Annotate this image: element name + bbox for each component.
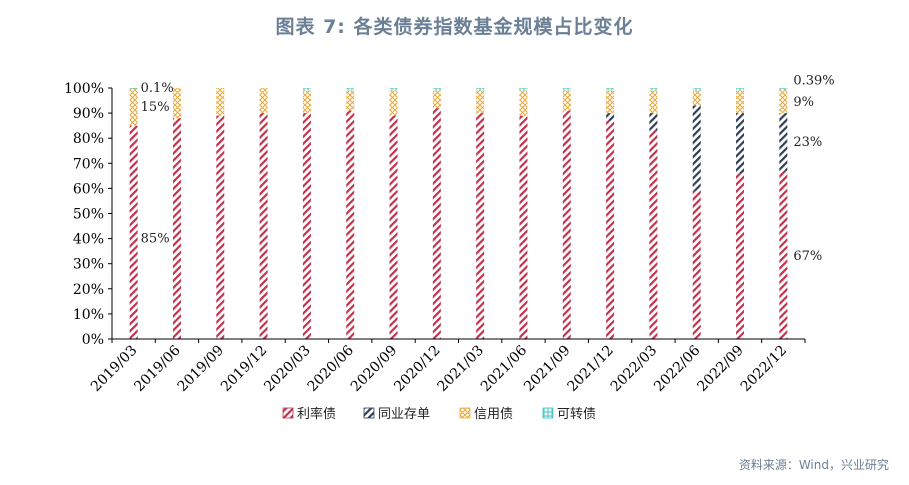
- bar-segment-credit: [302, 90, 311, 114]
- x-tick-label: 2021/09: [521, 343, 573, 395]
- bar-segment-credit: [346, 90, 355, 111]
- x-tick-label: 2022/06: [651, 342, 704, 395]
- y-tick-label: 70%: [73, 156, 104, 172]
- x-tick-label: 2021/03: [435, 343, 487, 395]
- bar-segment-credit: [432, 90, 441, 109]
- y-tick-label: 80%: [73, 131, 104, 147]
- bar-segment-rate: [476, 113, 485, 339]
- bar-segment-rate: [649, 130, 658, 339]
- bar-segment-rate: [302, 113, 311, 339]
- x-tick-label: 2019/09: [175, 343, 227, 395]
- bar-segment-convertible: [779, 88, 788, 89]
- x-tick-label: 2020/12: [391, 343, 443, 395]
- bar-segment-convertible: [476, 88, 485, 91]
- y-tick-label: 0%: [82, 332, 104, 348]
- bar-segment-credit: [519, 90, 528, 116]
- x-tick-label: 2020/03: [261, 343, 313, 395]
- x-tick-label: 2022/03: [608, 343, 660, 395]
- bar-segment-interbank: [692, 105, 701, 191]
- bar-segment-interbank: [606, 113, 615, 121]
- page-title: 图表 7: 各类债券指数基金规模占比变化: [275, 16, 634, 38]
- bar-segment-credit: [692, 90, 701, 106]
- bar-segment-rate: [129, 125, 138, 340]
- bar-segment-rate: [779, 170, 788, 339]
- bar-segment-rate: [259, 113, 268, 339]
- legend-swatch-interbank: [363, 407, 375, 419]
- legend-label-rate: 利率债: [297, 406, 336, 422]
- bar-segment-rate: [346, 110, 355, 339]
- bar-segment-convertible: [606, 88, 615, 91]
- source-note: 资料来源：Wind，兴业研究: [738, 458, 889, 472]
- bar-segment-credit: [736, 90, 745, 114]
- bar-segment-rate: [736, 173, 745, 339]
- bar-segment-credit: [649, 90, 658, 114]
- x-tick-label: 2020/09: [348, 343, 400, 395]
- data-label: 0.39%: [793, 73, 834, 88]
- bar-segment-rate: [389, 115, 398, 339]
- data-label: 9%: [793, 95, 814, 110]
- bar-segment-credit: [389, 90, 398, 116]
- data-label: 85%: [141, 232, 170, 247]
- bar-segment-rate: [562, 110, 571, 339]
- bar-segment-convertible: [649, 88, 658, 91]
- legend-label-interbank: 同业存单: [378, 407, 430, 422]
- bar-segment-convertible: [129, 88, 138, 89]
- bar-segment-rate: [216, 115, 225, 339]
- bar-segment-convertible: [346, 88, 355, 91]
- bar-segment-convertible: [562, 88, 571, 91]
- x-tick-label: 2022/09: [694, 343, 746, 395]
- y-tick-label: 30%: [73, 257, 104, 273]
- y-tick-label: 90%: [73, 106, 104, 122]
- x-tick-label: 2021/12: [564, 343, 616, 395]
- bar-segment-credit: [216, 88, 225, 116]
- bar-segment-interbank: [736, 113, 745, 174]
- legend-label-convertible: 可转债: [557, 407, 596, 422]
- legend-swatch-credit: [459, 407, 471, 419]
- x-tick-label: 2019/12: [218, 343, 270, 395]
- bar-segment-convertible: [519, 88, 528, 91]
- bar-segment-convertible: [302, 88, 311, 91]
- legend-label-credit: 信用债: [474, 407, 513, 422]
- x-tick-label: 2021/06: [478, 342, 531, 395]
- data-label: 0.1%: [141, 81, 174, 96]
- bar-segment-credit: [476, 90, 485, 114]
- x-tick-label: 2022/12: [738, 343, 790, 395]
- bar-segment-convertible: [432, 88, 441, 91]
- bar-segment-rate: [606, 120, 615, 339]
- bar-segment-interbank: [649, 113, 658, 131]
- bar-segment-convertible: [389, 88, 398, 91]
- bar-segment-credit: [259, 88, 268, 114]
- bar-segment-rate: [432, 108, 441, 339]
- y-tick-label: 60%: [73, 181, 104, 197]
- bar-segment-rate: [692, 190, 701, 339]
- bar-segment-credit: [129, 88, 138, 126]
- y-tick-label: 20%: [73, 282, 104, 298]
- bar-segment-credit: [779, 88, 788, 114]
- y-tick-label: 40%: [73, 232, 104, 248]
- bar-segment-convertible: [692, 88, 701, 91]
- data-label: 23%: [793, 135, 822, 150]
- bar-segment-convertible: [736, 88, 745, 91]
- y-tick-label: 100%: [64, 81, 104, 97]
- bar-segment-rate: [172, 118, 181, 340]
- x-tick-label: 2019/03: [88, 343, 140, 395]
- bar-segment-credit: [172, 88, 181, 119]
- x-tick-label: 2020/06: [305, 342, 358, 395]
- data-label: 67%: [793, 249, 822, 264]
- x-tick-label: 2019/06: [131, 342, 184, 395]
- bar-segment-rate: [519, 115, 528, 339]
- bar-segment-credit: [562, 90, 571, 111]
- legend-swatch-convertible: [542, 407, 554, 419]
- y-tick-label: 50%: [73, 207, 104, 223]
- y-tick-label: 10%: [73, 307, 104, 323]
- legend-swatch-rate: [282, 407, 294, 419]
- data-label: 15%: [141, 100, 170, 115]
- bar-segment-credit: [606, 90, 615, 114]
- bar-segment-interbank: [779, 113, 788, 171]
